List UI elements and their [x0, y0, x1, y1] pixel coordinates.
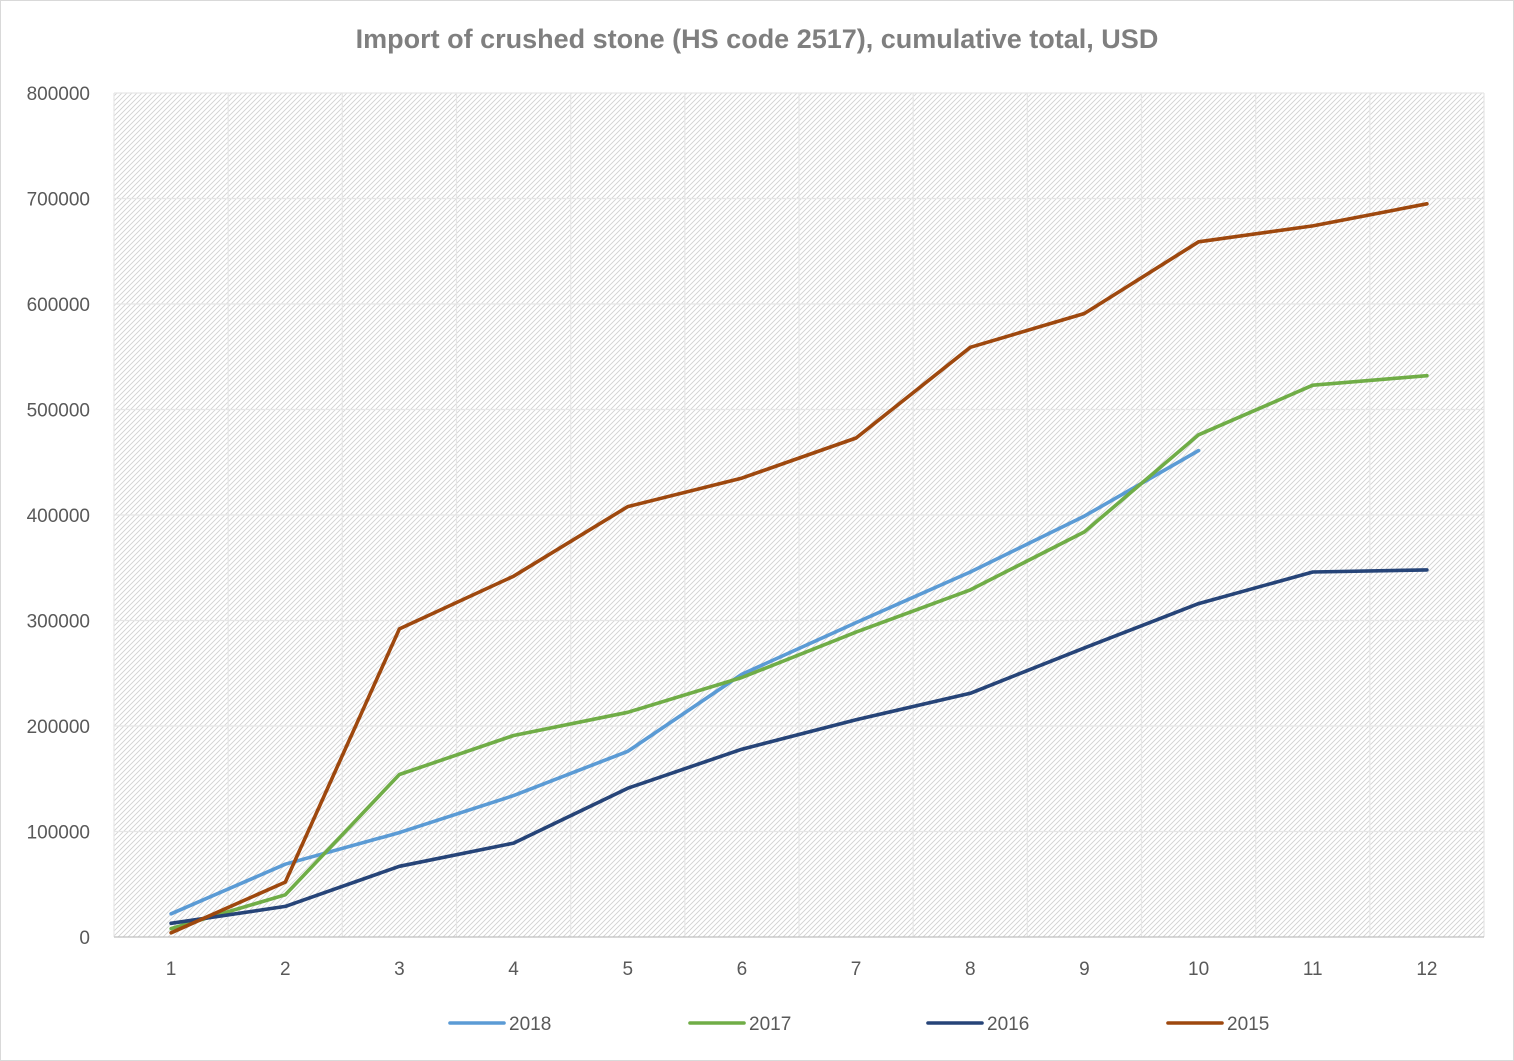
series-line-2018	[169, 448, 1201, 916]
y-tick-label: 100000	[27, 823, 90, 844]
legend-label-2015: 2015	[1227, 1014, 1269, 1035]
series-line-2017	[169, 373, 1429, 931]
x-tick-label: 2	[280, 959, 291, 980]
chart-title: Import of crushed stone (HS code 2517), …	[355, 24, 1159, 54]
x-tick-label: 11	[1303, 959, 1323, 980]
x-tick-label: 9	[1079, 959, 1090, 980]
x-tick-label: 6	[737, 959, 748, 980]
x-tick-label: 3	[394, 959, 405, 980]
series-line-2015	[169, 202, 1429, 935]
x-tick-label: 10	[1188, 959, 1209, 980]
y-tick-label: 200000	[27, 717, 90, 738]
y-tick-label: 800000	[27, 84, 90, 105]
axes: 0 100000 200000 300000 400000 500000 600000 700…	[27, 84, 1484, 980]
y-tick-label: 500000	[27, 401, 90, 422]
legend-label-2017: 2017	[749, 1014, 791, 1035]
series-lines	[169, 202, 1429, 935]
legend: 2018 2017 2016 2015	[448, 1014, 1269, 1035]
x-tick-label: 5	[622, 959, 633, 980]
y-tick-label: 600000	[27, 295, 90, 316]
x-tick-label: 7	[851, 959, 862, 980]
x-tick-label: 12	[1416, 959, 1437, 980]
x-tick-label: 8	[965, 959, 976, 980]
gridlines	[113, 92, 1485, 937]
y-tick-label: 300000	[27, 612, 90, 633]
legend-label-2018: 2018	[509, 1014, 551, 1035]
series-line-2016	[169, 568, 1429, 926]
y-tick-label: 700000	[27, 190, 90, 211]
x-tick-label: 1	[166, 959, 177, 980]
y-tick-label: 0	[79, 928, 90, 949]
x-tick-label: 4	[508, 959, 519, 980]
y-tick-label: 400000	[27, 506, 90, 527]
legend-label-2016: 2016	[987, 1014, 1029, 1035]
